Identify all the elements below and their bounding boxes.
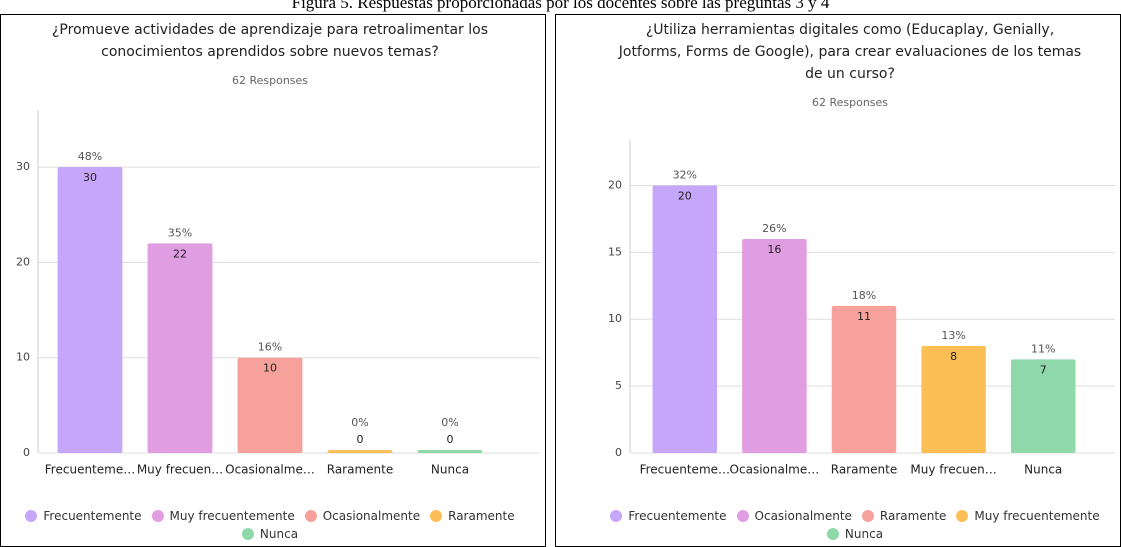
legend-item: Raramente bbox=[430, 509, 515, 523]
bar bbox=[237, 357, 303, 453]
legend-swatch bbox=[430, 510, 443, 522]
bar bbox=[417, 450, 483, 453]
chart-subtitle: 62 Responses bbox=[812, 96, 888, 109]
legend: Frecuentemente Ocasionalmente Raramente Muy… bbox=[600, 509, 1110, 541]
x-tick-label: Ocasionalme… bbox=[225, 463, 315, 477]
bar bbox=[57, 167, 123, 453]
value-label: 7 bbox=[1040, 363, 1047, 376]
value-label: 0 bbox=[357, 433, 364, 446]
y-tick-label: 10 bbox=[608, 312, 622, 325]
value-label: 11 bbox=[857, 310, 871, 323]
y-tick-label: 15 bbox=[608, 245, 622, 258]
legend-item: Ocasionalmente bbox=[304, 509, 421, 523]
legend-item: Muy frecuentemente bbox=[956, 509, 1100, 523]
bar bbox=[327, 450, 393, 453]
legend-swatch bbox=[956, 510, 969, 522]
legend-swatch bbox=[861, 510, 874, 522]
bar bbox=[652, 185, 718, 453]
value-label: 16 bbox=[767, 243, 781, 256]
percent-label: 16% bbox=[258, 341, 282, 354]
chart-title: Jotforms, Forms de Google), para crear e… bbox=[618, 44, 1081, 60]
y-tick-label: 20 bbox=[16, 255, 30, 268]
percent-label: 18% bbox=[852, 289, 876, 302]
legend-item: Frecuentemente bbox=[25, 509, 142, 523]
chart-subtitle: 62 Responses bbox=[232, 74, 308, 87]
y-tick-label: 0 bbox=[23, 446, 30, 459]
legend-item: Nunca bbox=[826, 527, 884, 541]
bar bbox=[147, 243, 213, 453]
percent-label: 48% bbox=[78, 150, 102, 163]
chart-title: conocimientos aprendidos sobre nuevos te… bbox=[101, 44, 439, 60]
chart-title: ¿Utiliza herramientas digitales como (Ed… bbox=[646, 22, 1054, 38]
legend-item: Muy frecuentemente bbox=[151, 509, 295, 523]
legend-item: Nunca bbox=[241, 527, 299, 541]
percent-label: 35% bbox=[168, 226, 192, 239]
x-tick-label: Nunca bbox=[431, 463, 469, 477]
y-tick-label: 5 bbox=[615, 379, 622, 392]
legend-label: Ocasionalmente bbox=[322, 509, 421, 523]
y-tick-label: 0 bbox=[615, 446, 622, 459]
legend-label: Muy frecuentemente bbox=[169, 509, 295, 523]
value-label: 10 bbox=[263, 362, 277, 375]
percent-label: 13% bbox=[941, 329, 965, 342]
bar bbox=[831, 305, 897, 453]
percent-label: 32% bbox=[673, 168, 697, 181]
legend-label: Muy frecuentemente bbox=[974, 509, 1100, 523]
legend-swatch bbox=[736, 510, 749, 522]
legend-label: Ocasionalmente bbox=[754, 509, 852, 523]
legend-label: Nunca bbox=[844, 527, 884, 541]
value-label: 0 bbox=[447, 433, 454, 446]
legend-swatch bbox=[241, 528, 254, 540]
legend-label: Nunca bbox=[259, 527, 299, 541]
legend-item: Raramente bbox=[861, 509, 947, 523]
percent-label: 11% bbox=[1031, 342, 1055, 355]
bar bbox=[921, 345, 986, 453]
x-tick-label: Frecuenteme… bbox=[640, 463, 730, 477]
legend-swatch bbox=[25, 510, 38, 522]
legend-swatch bbox=[610, 510, 623, 522]
y-tick-label: 20 bbox=[608, 178, 622, 191]
bar bbox=[1010, 359, 1076, 453]
x-tick-label: Ocasionalme… bbox=[730, 463, 820, 477]
legend-swatch bbox=[304, 510, 317, 522]
legend-swatch bbox=[151, 510, 164, 522]
legend-swatch bbox=[826, 528, 839, 540]
x-tick-label: Frecuenteme… bbox=[45, 463, 135, 477]
y-tick-label: 30 bbox=[16, 160, 30, 173]
percent-label: 0% bbox=[441, 416, 458, 429]
bar bbox=[742, 238, 807, 453]
value-label: 22 bbox=[173, 247, 187, 260]
value-label: 8 bbox=[950, 350, 957, 363]
value-label: 20 bbox=[678, 189, 692, 202]
legend-item: Frecuentemente bbox=[610, 509, 727, 523]
x-tick-label: Muy frecuen… bbox=[137, 463, 223, 477]
caption: Figura 5. Respuestas proporcionadas por … bbox=[291, 0, 830, 12]
percent-label: 0% bbox=[351, 416, 368, 429]
percent-label: 26% bbox=[762, 222, 786, 235]
legend: Frecuentemente Muy frecuentemente Ocasiona… bbox=[15, 509, 525, 541]
y-tick-label: 10 bbox=[16, 351, 30, 364]
legend-label: Frecuentemente bbox=[43, 509, 142, 523]
legend-label: Frecuentemente bbox=[628, 509, 727, 523]
x-tick-label: Muy frecuen… bbox=[910, 463, 996, 477]
legend-label: Raramente bbox=[879, 509, 947, 523]
legend-label: Raramente bbox=[448, 509, 515, 523]
x-tick-label: Raramente bbox=[831, 463, 897, 477]
chart-title: de un curso? bbox=[805, 66, 895, 82]
value-label: 30 bbox=[83, 171, 97, 184]
legend-item: Ocasionalmente bbox=[736, 509, 852, 523]
chart-title: ¿Promueve actividades de aprendizaje par… bbox=[52, 22, 488, 38]
x-tick-label: Nunca bbox=[1024, 463, 1062, 477]
x-tick-label: Raramente bbox=[327, 463, 393, 477]
